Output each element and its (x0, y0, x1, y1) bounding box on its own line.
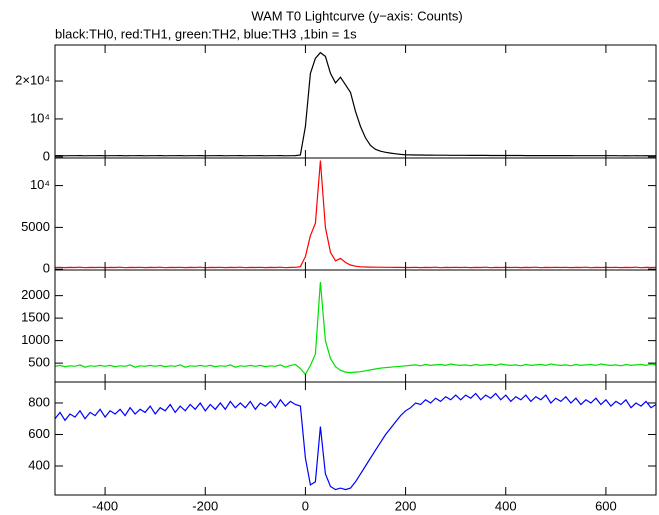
y-tick-label: 600 (28, 426, 50, 441)
y-tick-label: 10⁴ (30, 110, 50, 125)
y-tick-label: 2×10⁴ (15, 72, 50, 87)
y-tick-label: 500 (28, 355, 50, 370)
x-tick-label: 200 (395, 498, 417, 513)
data-line (54, 282, 657, 376)
y-tick-label: 0 (43, 148, 50, 163)
y-tick-label: 10⁴ (30, 177, 50, 192)
panel-frame (54, 157, 657, 271)
y-tick-label: 1000 (21, 332, 50, 347)
y-tick-label: 2000 (21, 287, 50, 302)
data-line (54, 51, 657, 157)
panel-frame (54, 381, 657, 496)
data-line (54, 392, 657, 491)
x-tick-label: 600 (595, 498, 617, 513)
data-line (54, 160, 657, 269)
y-tick-label: 800 (28, 394, 50, 409)
x-tick-label: 400 (495, 498, 517, 513)
y-tick-label: 1500 (21, 310, 50, 325)
y-tick-label: 400 (28, 457, 50, 472)
y-tick-label: 5000 (21, 219, 50, 234)
x-tick-label: -200 (192, 498, 218, 513)
chart-subtitle: black:TH0, red:TH1, green:TH2, blue:TH3 … (55, 26, 357, 41)
x-tick-label: -400 (92, 498, 118, 513)
panel-frame (54, 44, 657, 159)
chart-title: WAM T0 Lightcurve (y−axis: Counts) (251, 8, 462, 23)
y-tick-label: 0 (43, 261, 50, 276)
x-tick-label: 0 (302, 498, 309, 513)
